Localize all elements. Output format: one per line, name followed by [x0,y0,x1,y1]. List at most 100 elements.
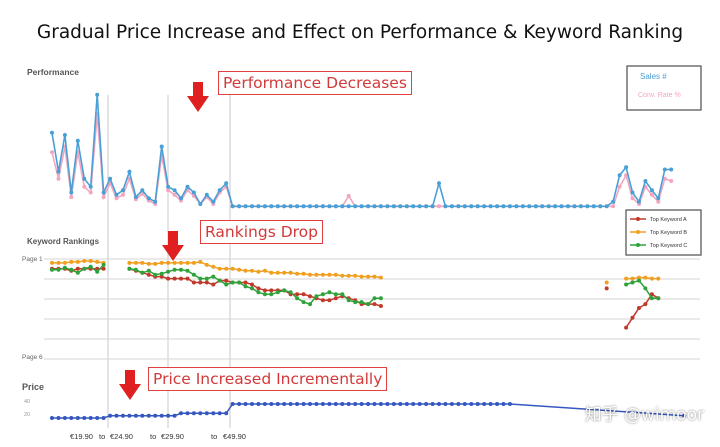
sales-series-point [430,204,435,209]
sales-series-point [630,190,635,195]
keyword-a-series-line [129,268,382,307]
keyword-b-series-point [75,259,80,264]
keyword-a-series-point [250,282,254,287]
keyword-b-series-point [340,273,345,278]
price-series-point [437,402,441,406]
sales-series-point [320,204,325,209]
keyword-a-series-point [320,298,325,303]
keyword-b-series-point [224,266,229,271]
keyword-b-series-point [295,271,300,276]
price-title: Price [22,382,44,392]
conv-rate-series-point [166,188,171,193]
keyword-a-series-point [198,280,203,285]
keyword-a-series-point [378,304,383,308]
price-x-label: €19.90 [70,432,93,441]
sales-series-point [211,199,216,204]
keyword-c-series-point [643,286,648,291]
legend-swatch-point [636,243,640,247]
keyword-b-series-point [275,270,280,275]
keyword-b-series-point [159,260,164,265]
conv-rate-series-point [437,204,441,209]
sales-series-point [611,199,616,204]
sales-series-point [295,204,300,209]
price-series-point [411,402,416,406]
keyword-b-series-point [269,270,274,275]
price-series-point [424,402,429,406]
performance-legend-box [626,65,702,111]
price-series-point [146,413,151,418]
keyword-a-series-point [166,276,171,281]
keyword-a-series-point [624,325,629,330]
sales-series-point [333,204,338,209]
sales-series-point [133,195,138,200]
keyword-c-series-point [159,271,164,276]
keyword-c-series-point [624,282,629,287]
keyword-b-series-point [204,262,209,267]
keyword-rankings-title: Keyword Rankings [27,237,100,246]
sales-series-point [308,204,312,209]
conv-rate-series-point [121,192,125,197]
keyword-b-series-point [179,260,183,265]
keyword-c-series-point [198,276,203,281]
keyword-c-series-point [340,292,345,297]
keyword-a-series-point [224,278,229,283]
sales-series-point [553,204,558,209]
keyword-b-series-point [288,270,293,275]
price-series-point [198,411,203,416]
price-series-point [114,413,119,418]
keyword-a-series-point [146,272,151,277]
legend-swatch-point [636,217,640,221]
conv-rate-series-point [611,204,616,209]
sales-series-point [417,204,422,209]
keyword-c-series-point [224,282,229,287]
keyword-a-series-point [649,292,654,297]
keyword-b-series-point [282,270,287,275]
price-series-point [308,402,312,406]
keyword-b-series-point [301,271,306,276]
price-series-point [430,402,435,406]
keyword-a-series-point [75,266,80,271]
sales-series-point [301,204,306,209]
keyword-b-series-point [353,273,358,278]
sales-series-point [159,144,164,149]
keyword-c-series-point [262,292,267,297]
keyword-b-series-point [69,259,74,264]
price-series-point [179,411,183,416]
keyword-a-series-point [630,315,635,320]
keyword-c-series-point [69,267,74,272]
sales-series-point [269,204,274,209]
sales-series-point [604,204,609,209]
keyword-a-series-point [204,280,209,285]
keyword-b-series-point [211,264,216,269]
price-series-point [237,402,242,406]
price-series-point [475,402,480,406]
price-series-point [359,402,364,406]
keyword-a-series-point [604,286,609,291]
keyword-a-series-point [333,296,338,301]
keyword-c-series-point [140,270,145,275]
y-label-page-6: Page 6 [22,354,43,361]
sales-series-point [456,204,461,209]
price-series-point [501,402,506,406]
sales-series-point [69,190,74,195]
keyword-a-series-point [185,276,190,281]
sales-series-point [598,204,603,209]
keyword-c-series-point [101,262,106,267]
price-series-point [153,413,158,418]
keyword-b-series-point [378,275,383,280]
price-series-point [346,402,351,406]
keyword-c-series-point [191,272,196,277]
keyword-b-series-point [366,274,371,279]
keyword-b-series-point [88,259,93,263]
price-series-point [82,416,87,420]
keyword-c-series-point [82,266,87,271]
keyword-b-series-point [133,260,138,265]
price-series-point [211,411,216,416]
conv-rate-series-point [82,184,87,189]
sales-series-point [366,204,371,209]
keyword-b-series-point [243,268,248,273]
sales-series-point [88,184,93,189]
keyword-rankings-panel: Keyword Rankings Page 1 Page 6 Top Keyword … [22,209,702,361]
sales-series-point [108,176,113,181]
keyword-c-series-point [50,267,54,272]
